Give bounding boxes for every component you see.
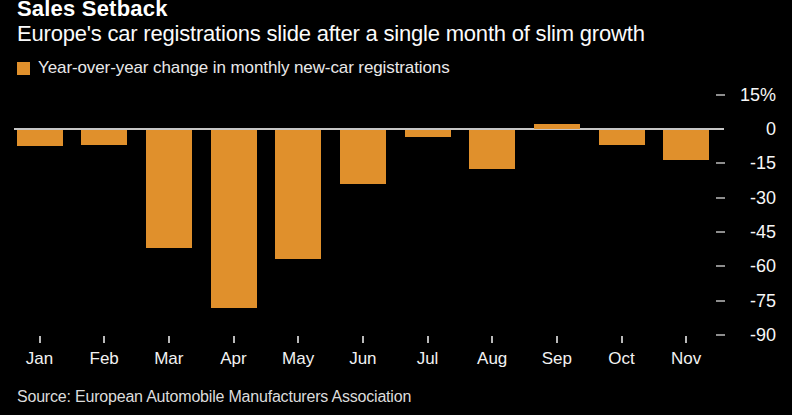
bar-jun [340,130,386,184]
x-axis-label: Nov [658,350,714,368]
x-axis-tick [427,336,429,343]
x-axis-label: Oct [594,350,650,368]
bar-may [275,130,321,259]
x-axis-tick [39,336,41,343]
x-axis-label: Jul [400,350,456,368]
x-axis-label: Mar [141,350,197,368]
bar-sep [534,124,580,129]
x-axis-label: Jun [335,350,391,368]
bar-aug [469,130,515,169]
x-axis-tick [168,336,170,343]
x-axis-tick [621,336,623,343]
bar-apr [211,130,257,308]
x-axis-tick [233,336,235,343]
x-axis-label: Apr [206,350,262,368]
y-axis-label: -15 [724,153,776,173]
x-axis-label: Feb [76,350,132,368]
bar-jul [405,130,451,137]
bar-oct [599,130,645,145]
x-axis-tick [297,336,299,343]
y-axis-label: 15% [724,85,776,105]
y-axis-label: -90 [724,325,776,345]
y-axis-label: -45 [724,222,776,242]
bar-mar [146,130,192,248]
x-axis-tick [556,336,558,343]
x-axis-tick [362,336,364,343]
source-note: Source: European Automobile Manufacturer… [17,388,411,406]
y-axis-label: -60 [724,256,776,276]
bar-feb [81,130,127,145]
x-axis-label: May [270,350,326,368]
bar-nov [663,130,709,160]
x-axis-label: Jan [12,350,68,368]
x-axis-tick [103,336,105,343]
plot-area: 15% 0 -15 -30 -45 -60 -75 -90 Jan Feb Mar Apr May Jun… [0,0,792,415]
x-axis-label: Aug [464,350,520,368]
y-axis-label: -75 [724,291,776,311]
x-axis-tick [491,336,493,343]
y-axis-label: 0 [724,119,776,139]
bar-jan [17,130,63,146]
y-axis-label: -30 [724,188,776,208]
chart-card: Sales Setback Europe's car registrations… [0,0,792,415]
x-axis-label: Sep [529,350,585,368]
x-axis-tick [685,336,687,343]
